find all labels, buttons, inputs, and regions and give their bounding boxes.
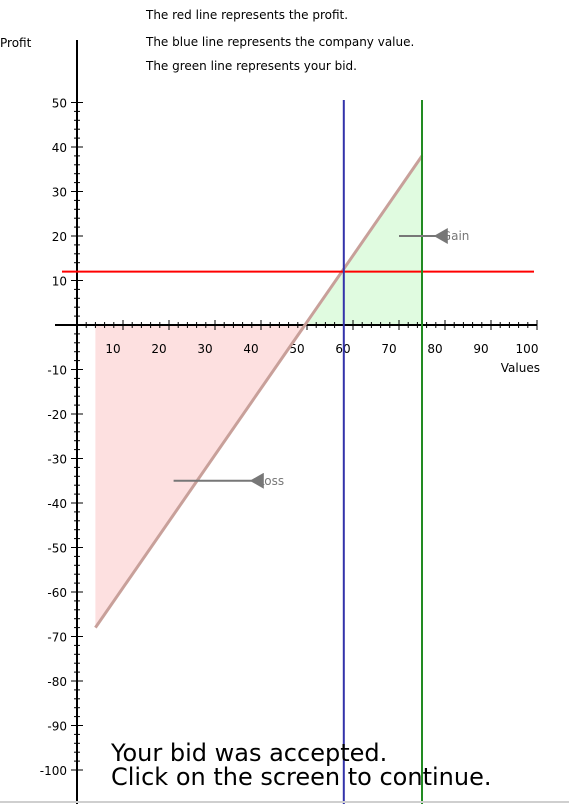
bid-accepted-message: Your bid was accepted. xyxy=(111,739,388,767)
y-tick-label: -50 xyxy=(47,542,67,556)
y-tick-label: -80 xyxy=(47,675,67,689)
continue-instruction[interactable]: Click on the screen to continue. xyxy=(111,763,492,791)
x-tick-label: 40 xyxy=(243,342,258,356)
x-tick-label: 20 xyxy=(151,342,166,356)
y-tick-label: -10 xyxy=(47,364,67,378)
y-tick-label: -60 xyxy=(47,586,67,600)
y-tick-label: -30 xyxy=(47,453,67,467)
annotation-label-gain: Gain xyxy=(442,229,470,243)
y-tick-label: 10 xyxy=(52,275,67,289)
y-tick-label: 30 xyxy=(52,186,67,200)
y-tick-label: -70 xyxy=(47,631,67,645)
x-tick-label: 10 xyxy=(105,342,120,356)
annotation-label-loss: Loss xyxy=(258,474,284,488)
x-axis-title: Values xyxy=(501,361,540,375)
y-tick-label: -90 xyxy=(47,720,67,734)
x-tick-label: 100 xyxy=(516,342,539,356)
legend-bid-text: The green line represents your bid. xyxy=(146,59,357,73)
y-tick-label: -20 xyxy=(47,408,67,422)
y-tick-label: -40 xyxy=(47,497,67,511)
legend-profit-text: The red line represents the profit. xyxy=(146,8,349,22)
x-tick-label: 50 xyxy=(289,342,304,356)
y-tick-label: 50 xyxy=(52,97,67,111)
x-tick-label: 90 xyxy=(473,342,488,356)
y-tick-label: 40 xyxy=(52,141,67,155)
bottom-divider xyxy=(0,801,569,803)
y-axis-title: Profit xyxy=(0,36,32,50)
y-tick-label: 20 xyxy=(52,230,67,244)
x-tick-label: 80 xyxy=(427,342,442,356)
x-tick-label: 30 xyxy=(197,342,212,356)
value-profit-diagonal xyxy=(94,155,424,629)
x-tick-label: 70 xyxy=(381,342,396,356)
y-tick-label: -100 xyxy=(40,764,67,778)
legend-company-value-text: The blue line represents the company val… xyxy=(146,35,415,49)
